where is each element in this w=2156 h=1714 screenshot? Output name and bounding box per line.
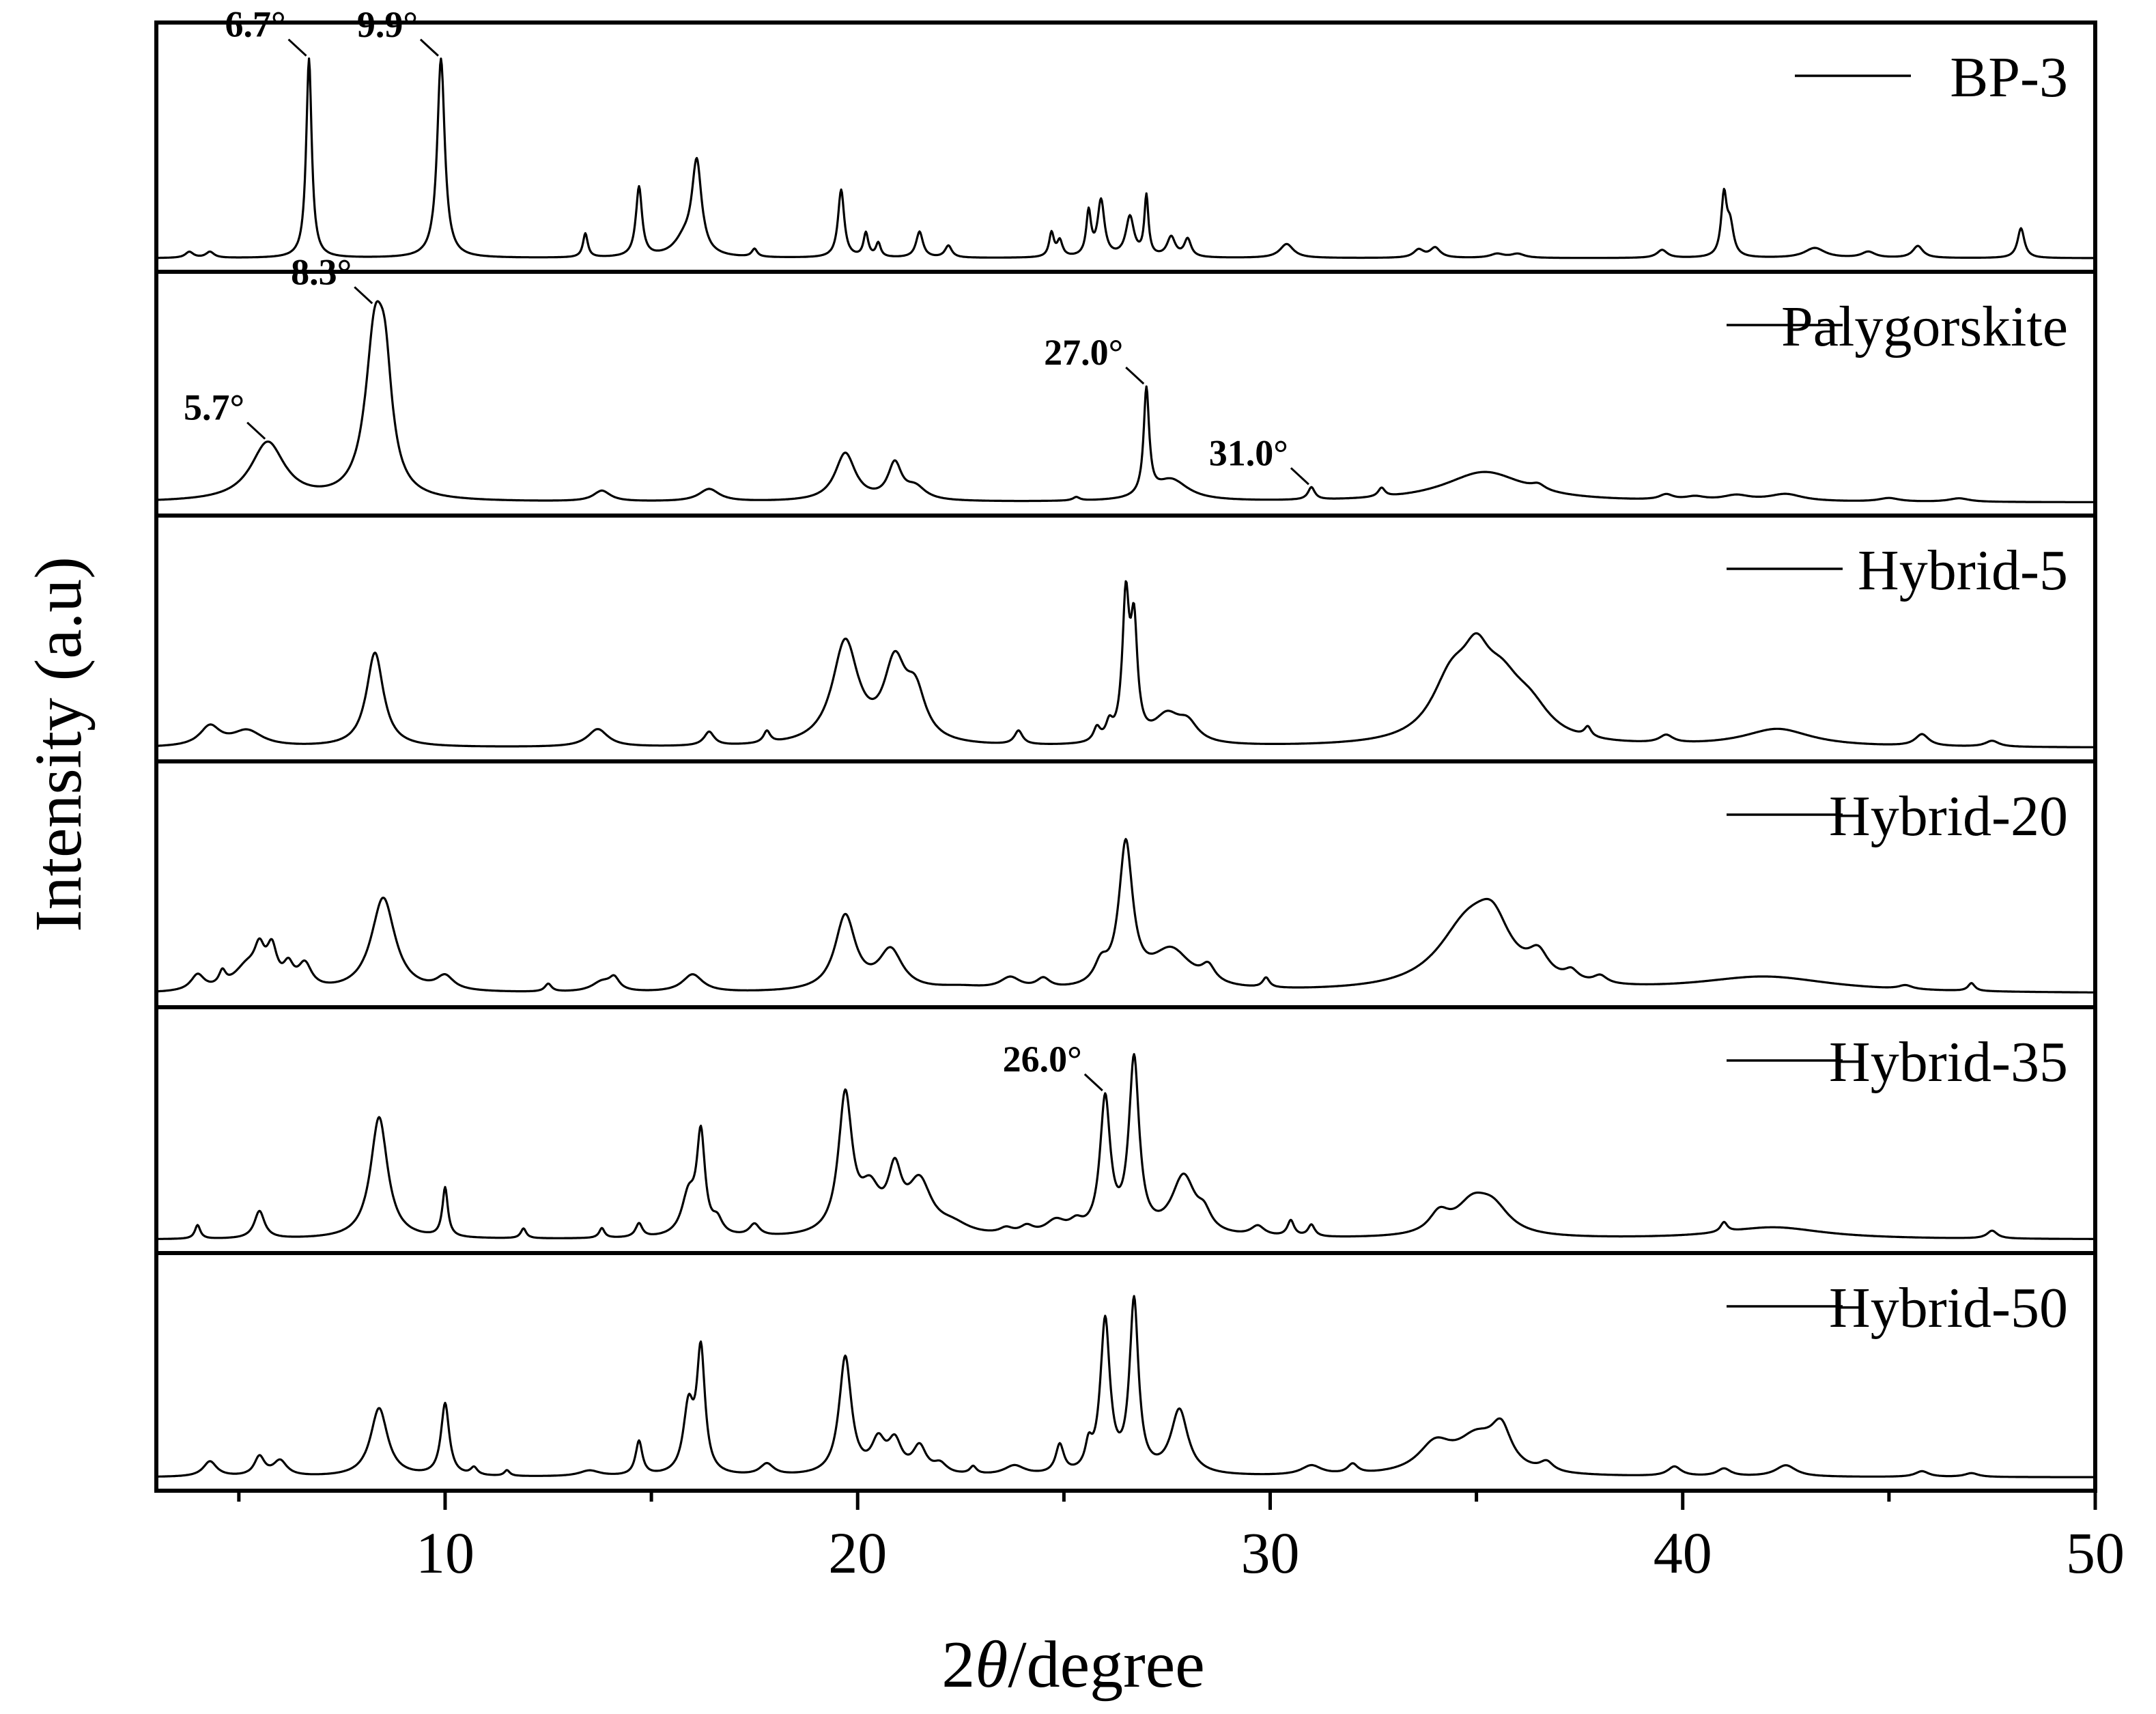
- peak-annotation-label: 26.0°: [1003, 1039, 1082, 1080]
- legend-label: Hybrid-35: [1829, 1030, 2068, 1094]
- peak-annotation: 27.0°: [1044, 332, 1145, 385]
- series-trace-hybrid-5: [155, 580, 2097, 748]
- peak-annotation-label: 31.0°: [1209, 432, 1288, 473]
- peak-annotation-leader: [246, 421, 266, 440]
- panel-hybrid-50: Hybrid-50: [155, 1251, 2097, 1478]
- series-trace-hybrid-50: [155, 1295, 2097, 1478]
- panel-bp-3: BP-3: [155, 46, 2097, 259]
- x-tick-label: 30: [1240, 1520, 1299, 1586]
- series-trace-palygorskite: [155, 300, 2097, 503]
- peak-annotation-leader: [1125, 366, 1145, 385]
- x-tick-label: 20: [828, 1520, 887, 1586]
- peak-annotation-leader: [1083, 1073, 1103, 1092]
- legend-label: BP-3: [1950, 46, 2068, 109]
- peak-annotation-label: 8.3°: [291, 251, 352, 292]
- peak-annotation: 8.3°: [291, 251, 373, 305]
- peak-annotation: 6.7°: [225, 4, 307, 57]
- legend-label: Hybrid-50: [1829, 1276, 2068, 1340]
- peak-annotation: 5.7°: [184, 387, 266, 440]
- plot-frame: [154, 20, 2097, 1493]
- x-tick-label: 10: [416, 1520, 474, 1586]
- peak-annotation-leader: [1290, 467, 1309, 486]
- panel-hybrid-20: Hybrid-20: [155, 759, 2097, 994]
- x-axis-label: 2θ/degree: [941, 1628, 1205, 1702]
- series-trace-bp-3: [155, 57, 2097, 259]
- panel-group: BP-3 Palygorskite Hybrid-5 Hybrid-20 Hybrid-…: [155, 4, 2097, 1478]
- peak-annotation: 9.9°: [357, 4, 439, 57]
- x-axis: 10 20 30 40 50: [237, 1491, 2125, 1586]
- peak-annotation-label: 27.0°: [1044, 332, 1123, 373]
- peak-annotation-label: 5.7°: [184, 387, 244, 428]
- series-trace-hybrid-20: [155, 838, 2097, 994]
- panel-palygorskite: Palygorskite: [155, 270, 2097, 503]
- peak-annotation-leader: [419, 38, 439, 57]
- x-tick-label: 50: [2066, 1520, 2125, 1586]
- peak-annotation-leader: [287, 38, 307, 57]
- x-tick-label: 40: [1654, 1520, 1712, 1586]
- panel-hybrid-5: Hybrid-5: [155, 514, 2097, 748]
- x-axis-label-suffix: /degree: [1008, 1628, 1204, 1702]
- legend-label: Palygorskite: [1781, 295, 2068, 359]
- peak-annotation-leader: [354, 286, 373, 305]
- legend-label: Hybrid-5: [1858, 539, 2068, 602]
- series-trace-hybrid-35: [155, 1053, 2097, 1240]
- panel-hybrid-35: Hybrid-35: [155, 1005, 2097, 1240]
- peak-annotation: 31.0°: [1209, 432, 1309, 486]
- x-axis-label-prefix: 2: [941, 1628, 975, 1702]
- x-axis-label-symbol: θ: [975, 1628, 1008, 1702]
- legend-label: Hybrid-20: [1829, 785, 2068, 848]
- peak-annotation: 26.0°: [1003, 1039, 1103, 1092]
- y-axis-label: Intensity (a.u): [22, 557, 96, 932]
